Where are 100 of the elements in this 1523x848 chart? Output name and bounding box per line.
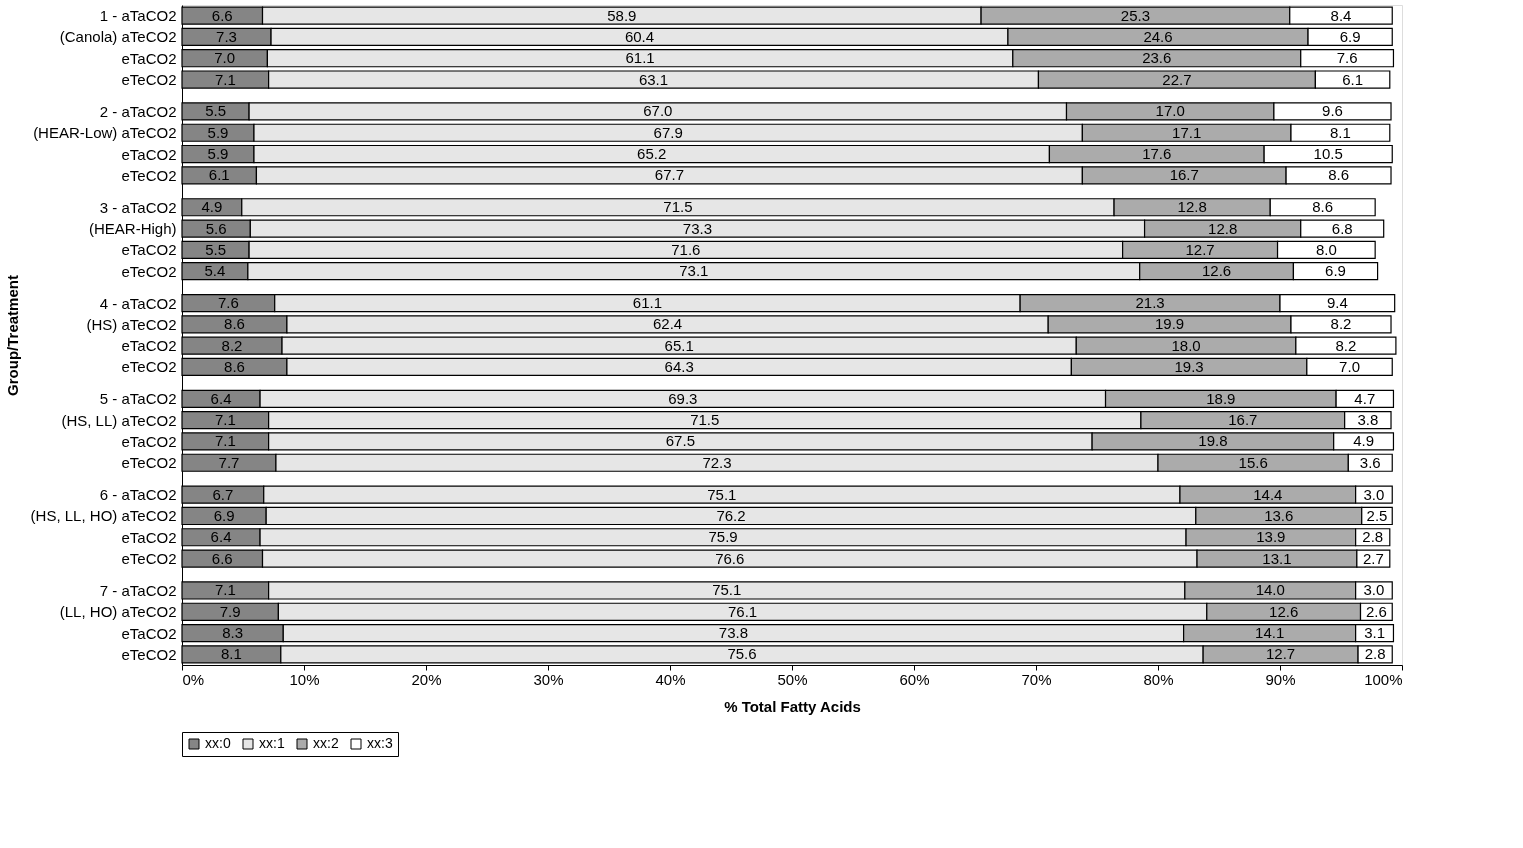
y-tick-label: eTeCO2	[121, 262, 177, 280]
data-label: 8.6	[224, 357, 245, 375]
data-label: 8.1	[1329, 123, 1351, 141]
data-label: 76.6	[715, 549, 745, 567]
data-label: 17.6	[1142, 145, 1172, 163]
data-label: 12.7	[1266, 645, 1296, 663]
data-label: 13.9	[1256, 528, 1286, 546]
data-label: 64.3	[664, 357, 694, 375]
data-label: 23.6	[1142, 49, 1172, 67]
data-label: 72.3	[702, 453, 732, 471]
data-label: 58.9	[607, 6, 637, 24]
data-label: 5.6	[205, 219, 227, 237]
data-label: 8.3	[222, 624, 244, 642]
data-label: 61.1	[632, 294, 663, 312]
x-axis-title: % Total Fatty Acids	[724, 697, 861, 715]
data-label: 24.6	[1143, 27, 1173, 45]
data-label: 67.5	[665, 432, 695, 450]
data-label: 16.7	[1169, 166, 1199, 184]
data-label: 6.8	[1331, 219, 1353, 237]
data-label: 6.6	[211, 6, 233, 24]
data-label: 19.8	[1198, 432, 1228, 450]
y-tick-label: eTaCO2	[121, 337, 177, 355]
data-label: 6.6	[211, 549, 233, 567]
data-label: 5.5	[205, 240, 226, 258]
x-tick-label: 10%	[289, 670, 320, 688]
data-label: 8.6	[1328, 166, 1349, 184]
data-label: 6.1	[208, 166, 230, 184]
y-tick-label: eTaCO2	[121, 624, 177, 642]
data-label: 2.7	[1362, 549, 1384, 567]
x-tick-label: 90%	[1265, 670, 1296, 688]
x-tick-label: 60%	[899, 670, 930, 688]
data-label: 73.3	[682, 219, 713, 237]
data-label: 60.4	[624, 27, 655, 45]
data-label: 7.1	[214, 411, 236, 429]
data-label: 14.1	[1255, 624, 1285, 642]
data-label: 7.6	[1336, 49, 1358, 67]
data-label: 6.1	[1342, 70, 1364, 88]
data-label: 73.8	[718, 624, 749, 642]
y-tick-label: eTeCO2	[121, 550, 177, 568]
data-label: 75.9	[708, 528, 738, 546]
y-tick-label: 4 - aTaCO2	[99, 294, 177, 312]
data-label: 7.1	[214, 581, 236, 599]
y-tick-label: 3 - aTaCO2	[99, 198, 177, 216]
data-label: 76.1	[727, 602, 758, 620]
x-tick-label: 80%	[1143, 670, 1174, 688]
data-label: 9.4	[1326, 294, 1348, 312]
data-label: 6.9	[1339, 27, 1361, 45]
data-label: 2.5	[1366, 506, 1388, 524]
data-label: 6.9	[213, 506, 235, 524]
data-label: 7.6	[217, 294, 239, 312]
y-tick-label: eTaCO2	[121, 49, 177, 67]
data-label: 7.9	[219, 602, 241, 620]
data-label: 65.2	[637, 145, 667, 163]
y-tick-label: 7 - aTaCO2	[99, 581, 177, 599]
data-label: 14.0	[1255, 581, 1285, 599]
x-tick-label: 0%	[182, 670, 205, 688]
data-label: 6.4	[210, 528, 232, 546]
data-label: 71.5	[663, 198, 693, 216]
data-label: 65.1	[664, 336, 694, 354]
data-label: 10.5	[1313, 145, 1343, 163]
y-tick-label: (HS, LL) aTeCO2	[61, 411, 177, 429]
data-label: 8.2	[1330, 315, 1352, 333]
data-label: 7.1	[214, 70, 236, 88]
data-label: 15.6	[1238, 453, 1268, 471]
data-label: 69.3	[668, 389, 698, 407]
data-label: 5.9	[207, 145, 229, 163]
data-label: 12.8	[1177, 198, 1207, 216]
y-tick-label: 5 - aTaCO2	[99, 390, 177, 408]
data-label: 17.0	[1155, 102, 1185, 120]
data-label: 73.1	[679, 262, 709, 280]
data-label: 6.4	[210, 389, 232, 407]
data-label: 22.7	[1162, 70, 1192, 88]
data-label: 9.6	[1322, 102, 1343, 120]
y-tick-label: (HS) aTeCO2	[86, 315, 177, 333]
data-label: 62.4	[652, 315, 683, 333]
data-label: 8.2	[221, 336, 243, 354]
data-label: 7.1	[214, 432, 236, 450]
y-tick-label: eTaCO2	[121, 432, 177, 450]
data-label: 67.0	[643, 102, 673, 120]
y-tick-label: eTaCO2	[121, 241, 177, 259]
y-tick-label: (Canola) aTeCO2	[59, 28, 177, 46]
data-label: 2.8	[1364, 645, 1386, 663]
y-tick-label: eTeCO2	[121, 454, 177, 472]
data-label: 3.8	[1357, 411, 1379, 429]
data-label: 18.9	[1206, 389, 1236, 407]
data-label: 71.5	[690, 411, 720, 429]
data-label: 3.1	[1364, 624, 1385, 642]
data-label: 13.1	[1262, 549, 1292, 567]
data-label: 75.6	[727, 645, 757, 663]
y-tick-label: eTeCO2	[121, 166, 177, 184]
data-label: 4.7	[1354, 389, 1376, 407]
legend-label: xx:1	[259, 735, 285, 751]
y-tick-label: 2 - aTaCO2	[99, 102, 177, 120]
data-label: 12.6	[1269, 602, 1299, 620]
x-tick-label: 70%	[1021, 670, 1052, 688]
y-tick-label: (HS, LL, HO) aTeCO2	[30, 507, 177, 525]
x-tick-label: 20%	[411, 670, 442, 688]
data-label: 7.0	[214, 49, 236, 67]
y-tick-label: 1 - aTaCO2	[99, 7, 177, 25]
data-label: 5.5	[205, 102, 226, 120]
